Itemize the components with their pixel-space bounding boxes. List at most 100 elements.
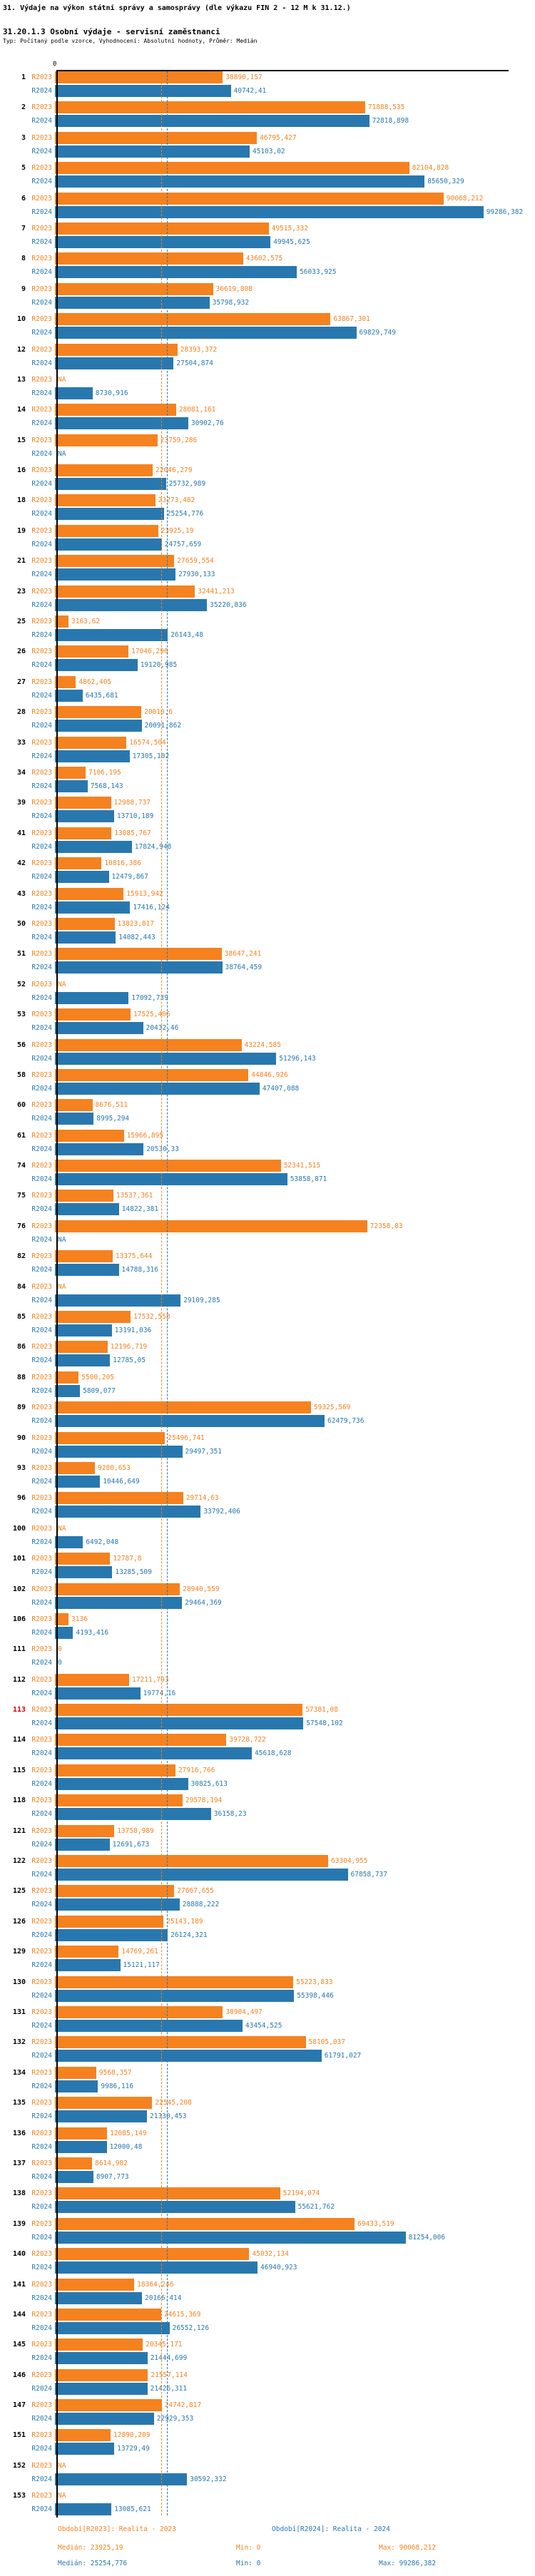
bar-line-r2023: R2023 0 <box>26 1643 535 1655</box>
bar-r2024 <box>55 689 83 702</box>
value-label-r2023: 22646,279 <box>156 466 193 475</box>
row-number: 86 <box>16 1343 26 1351</box>
bar-track: 9986,116 <box>55 2080 486 2092</box>
series-label-r2024: R2024 <box>31 2022 52 2030</box>
bar-track: 29497,351 <box>55 1445 486 1458</box>
bar-r2024 <box>55 1445 183 1458</box>
chart-row-60: 60 R2023 8676,511 R2024 8995,294 <box>0 1099 535 1125</box>
bar-line-r2024: R2024 14082,443 <box>26 931 535 944</box>
bar-line-r2024: R2024 47407,088 <box>26 1082 535 1095</box>
row-number: 145 <box>12 2341 26 2349</box>
bar-r2024 <box>55 1203 119 1216</box>
bar-line-r2024: R2024 6435,681 <box>26 689 535 702</box>
value-label-r2024: 12000,48 <box>109 2142 143 2151</box>
bar-r2024 <box>55 1294 181 1307</box>
series-label-r2023: R2023 <box>31 406 52 414</box>
chart-row-82: 82 R2023 13375,644 R2024 14788,316 <box>0 1250 535 1277</box>
bar-track: 15966,895 <box>55 1129 486 1142</box>
bar-line-r2023: R2023 12196,719 <box>26 1341 535 1354</box>
series-label-r2024: R2024 <box>31 1659 52 1667</box>
bar-track: 27916,766 <box>55 1764 486 1777</box>
row-number: 43 <box>16 889 26 898</box>
value-label-r2023: 63867,301 <box>333 315 370 324</box>
series-label-r2023: R2023 <box>31 2008 52 2016</box>
row-number: 13 <box>16 375 26 384</box>
value-label-r2023: 3163,62 <box>71 618 101 626</box>
bar-line-r2023: R2023 25143,189 <box>26 1915 535 1928</box>
chart-row-131: 131 R2023 38904,497 R2024 43454,525 <box>0 2006 535 2032</box>
bar-r2023 <box>55 1401 311 1414</box>
bar-r2024 <box>55 1143 144 1155</box>
row-number: 85 <box>16 1313 26 1322</box>
value-label-r2023: 5500,205 <box>81 1373 115 1381</box>
chart-row-118: 118 R2023 29578,194 R2024 36158,23 <box>0 1794 535 1821</box>
row-number: 130 <box>12 1978 26 1986</box>
series-label-r2023: R2023 <box>31 2099 52 2107</box>
row-number: 53 <box>16 1011 26 1019</box>
series-label-r2023: R2023 <box>31 526 52 535</box>
bar-r2023 <box>55 2036 306 2049</box>
series-label-r2024: R2024 <box>31 2475 52 2483</box>
bar-r2024 <box>55 750 130 762</box>
series-label-r2023: R2023 <box>31 1343 52 1351</box>
bar-line-r2024: R2024 29464,369 <box>26 1596 535 1609</box>
chart-row-86: 86 R2023 12196,719 R2024 12785,05 <box>0 1341 535 1367</box>
value-label-r2024: 13285,509 <box>115 1568 152 1577</box>
value-label-r2023: 20010,6 <box>144 708 173 717</box>
value-label-r2023: 58105,037 <box>308 2038 345 2047</box>
value-label-r2023: 28940,559 <box>183 1585 220 1593</box>
value-label-r2024: 21330,453 <box>150 2112 187 2121</box>
value-label-r2024: 13710,189 <box>116 812 154 821</box>
bar-r2023 <box>55 736 127 749</box>
series-label-r2024: R2024 <box>31 2052 52 2060</box>
series-label-r2024: R2024 <box>31 419 52 428</box>
bar-line-r2023: R2023 38904,497 <box>26 2006 535 2018</box>
value-label-r2023: 0 <box>58 1645 62 1654</box>
bar-r2024 <box>55 235 271 248</box>
value-label-r2023: 24615,369 <box>163 2310 201 2319</box>
value-label-r2024: 8730,916 <box>95 389 128 397</box>
value-label-r2024: 49945,625 <box>273 237 310 246</box>
bar-line-r2023: R2023 12890,209 <box>26 2429 535 2442</box>
value-label-r2023: 63304,955 <box>331 1857 368 1866</box>
bar-r2024 <box>55 568 175 581</box>
chart-row-145: 145 R2023 20345,171 R2024 21444,699 <box>0 2339 535 2365</box>
series-label-r2024: R2024 <box>31 2354 52 2363</box>
bar-line-r2023: R2023 NA <box>26 374 535 386</box>
bar-r2024 <box>55 1596 183 1609</box>
bar-track: NA <box>55 978 486 991</box>
series-label-r2024: R2024 <box>31 1084 52 1093</box>
bar-r2024 <box>55 2352 148 2365</box>
row-number: 41 <box>16 829 26 837</box>
row-number: 60 <box>16 1101 26 1110</box>
value-label-r2023: 39728,722 <box>229 1736 266 1744</box>
bar-line-r2024: R2024 27930,133 <box>26 568 535 581</box>
value-label-r2024: 57548,102 <box>306 1719 343 1728</box>
bar-track: NA <box>55 2460 486 2472</box>
bar-r2024 <box>55 780 88 792</box>
bar-track: 22929,353 <box>55 2413 486 2426</box>
bar-r2023 <box>55 1794 183 1807</box>
bar-track: 13537,361 <box>55 1190 486 1202</box>
bar-track: 0 <box>55 1643 486 1655</box>
bar-track: 14822,381 <box>55 1203 486 1216</box>
bar-track: 27930,133 <box>55 568 486 581</box>
bar-line-r2024: R2024 8730,916 <box>26 387 535 399</box>
chart-row-102: 102 R2023 28940,559 R2024 29464,369 <box>0 1583 535 1609</box>
bar-r2023 <box>55 1976 294 1988</box>
chart-row-50: 50 R2023 13823,817 R2024 14082,443 <box>0 917 535 944</box>
bar-r2023 <box>55 827 112 839</box>
bar-track: 20166,414 <box>55 2291 486 2304</box>
median-line-r2024 <box>166 71 168 2516</box>
value-label-r2023: 49515,332 <box>271 224 309 232</box>
series-label-r2023: R2023 <box>31 194 52 203</box>
value-label-r2023: 14769,261 <box>121 1948 158 1956</box>
series-label-r2024: R2024 <box>31 1901 52 1909</box>
bar-r2023 <box>55 1764 175 1777</box>
bar-line-r2023: R2023 22646,279 <box>26 464 535 477</box>
bar-r2023 <box>55 343 178 356</box>
bar-track: 29578,194 <box>55 1794 486 1807</box>
chart-row-74: 74 R2023 52341,515 R2024 53858,871 <box>0 1160 535 1186</box>
value-label-r2024: 4193,416 <box>76 1628 109 1637</box>
row-number: 122 <box>12 1857 26 1866</box>
